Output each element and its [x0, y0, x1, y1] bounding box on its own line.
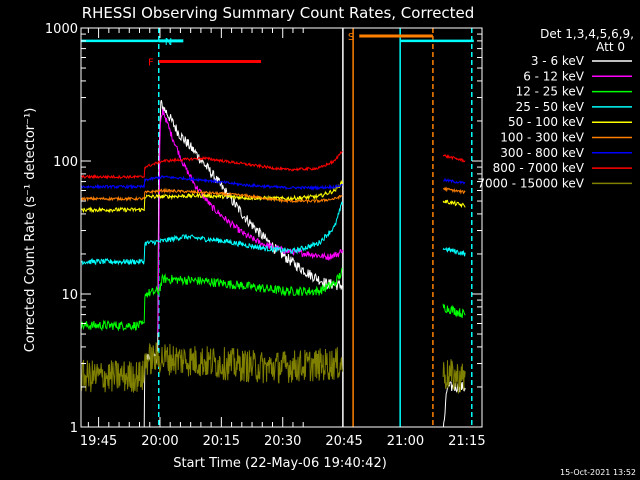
- legend-label: 7000 - 15000 keV: [477, 176, 584, 190]
- series-line-2: [81, 267, 343, 332]
- legend-label: 3 - 6 keV: [531, 54, 585, 68]
- chart-title: RHESSI Observing Summary Count Rates, Co…: [82, 4, 475, 22]
- series-line-3: [81, 201, 343, 266]
- series-line-5-b: [443, 186, 466, 195]
- series-line-8: [81, 342, 344, 393]
- series-line-8-b: [442, 359, 466, 394]
- legend-header-attenuator: Att 0: [596, 40, 625, 54]
- series-line-7: [81, 151, 343, 180]
- legend-label: 50 - 100 keV: [508, 115, 585, 129]
- footer-date: 15-Oct-2021 13:52: [560, 468, 636, 477]
- series-line-0: [143, 99, 343, 427]
- legend-label: 25 - 50 keV: [516, 100, 585, 114]
- x-tick-label: 21:15: [448, 434, 485, 449]
- y-tick-label: 1: [70, 421, 78, 436]
- series-line-4: [81, 179, 343, 214]
- series-line-6-b: [443, 177, 466, 185]
- x-tick-label: 20:15: [203, 434, 240, 449]
- x-tick-label: 20:30: [264, 434, 301, 449]
- legend-label: 12 - 25 keV: [516, 85, 585, 99]
- legend-header-detectors: Det 1,3,4,5,6,9,: [540, 27, 634, 41]
- legend-label: 6 - 12 keV: [523, 69, 585, 83]
- legend-label: 100 - 300 keV: [500, 131, 584, 145]
- series-line-2-b: [442, 303, 466, 318]
- flag-label-F: F: [148, 57, 154, 68]
- flag-label-S: S: [348, 32, 354, 43]
- y-tick-label: 1000: [45, 22, 78, 37]
- plot-frame: [80, 27, 483, 428]
- series-line-5: [81, 187, 343, 205]
- series-line-1: [157, 108, 344, 333]
- x-tick-label: 21:00: [387, 434, 424, 449]
- y-axis-label: Corrected Count Rate (s⁻¹ detector⁻¹): [23, 108, 38, 353]
- x-tick-label: 20:45: [325, 434, 362, 449]
- plot-area: [81, 28, 474, 427]
- y-tick-label: 100: [53, 155, 78, 170]
- legend-label: 300 - 800 keV: [500, 146, 584, 160]
- series-line-6: [81, 174, 343, 191]
- x-tick-label: 19:45: [80, 434, 117, 449]
- series-line-3-b: [442, 246, 466, 257]
- x-axis-label: Start Time (22-May-06 19:40:42): [173, 456, 387, 471]
- legend-label: 800 - 7000 keV: [493, 161, 585, 175]
- y-tick-label: 10: [61, 288, 78, 303]
- x-tick-label: 20:00: [141, 434, 178, 449]
- series-line-4-b: [442, 199, 466, 209]
- series-line-7-b: [442, 154, 466, 163]
- flag-label-N: N: [165, 37, 172, 48]
